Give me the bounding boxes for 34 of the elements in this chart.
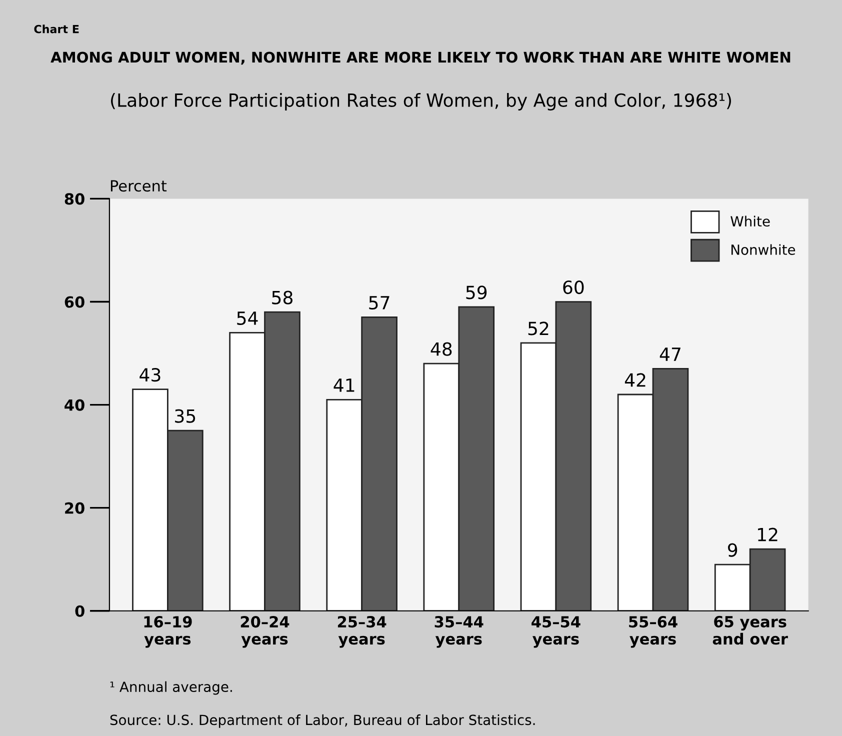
data-label: 43 (140, 368, 160, 382)
data-label: 41 (334, 378, 354, 392)
text: Chart E (34, 24, 79, 34)
data-label: 35 (175, 409, 196, 423)
y-tick-label: 20 (65, 502, 84, 514)
x-tick-label: 16–19 years (144, 616, 192, 648)
x-tick-label: 20–24 years (240, 616, 290, 648)
data-label: 12 (758, 528, 778, 542)
legend-label: Nonwhite (731, 244, 796, 255)
y-tick-label: 0 (75, 605, 84, 617)
legend-label: White (730, 216, 770, 227)
x-tick-label: 45–54 years (532, 616, 580, 648)
source-note: Source: U.S. Department of Labor, Bureau of Labor Statistics. (110, 714, 535, 728)
data-label: 47 (660, 348, 680, 361)
data-label: 57 (369, 296, 390, 310)
text: ¹ Annual average. (110, 681, 232, 695)
y-tick-label: 80 (64, 193, 84, 205)
data-label: 48 (430, 342, 452, 356)
data-label: 52 (528, 322, 548, 336)
y-axis-title: Percent (110, 180, 167, 192)
data-label: 59 (466, 286, 487, 300)
y-tick-label: 40 (64, 399, 84, 411)
data-label: 54 (237, 312, 258, 326)
y-tick-label: 60 (64, 296, 84, 308)
data-label: 9 (728, 543, 738, 557)
data-label: 42 (624, 373, 646, 387)
x-tick-label: 55–64 years (629, 616, 678, 648)
chart-subtitle: (Labor Force Participation Rates of Women, by Age and Color, 1968¹) (111, 93, 731, 110)
x-tick-label: 25–34 years (338, 616, 386, 648)
x-tick-label: 65 years and over (712, 616, 788, 645)
x-tick-label: 35–44 years (434, 616, 484, 648)
chart-title: AMONG ADULT WOMEN, NONWHITE ARE MORE LIKELY TO WORK THAN ARE WHITE WOMEN (50, 52, 790, 65)
data-label: 60 (563, 280, 584, 294)
data-label: 58 (272, 290, 292, 304)
